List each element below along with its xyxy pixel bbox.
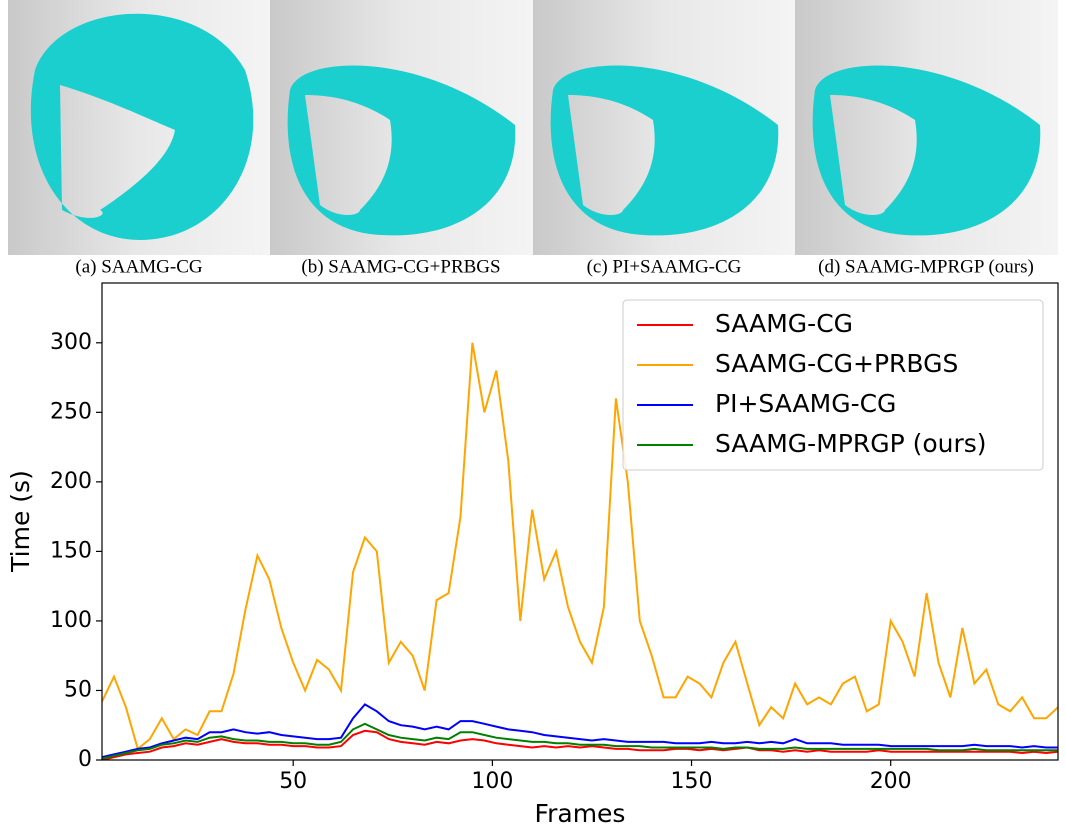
panel-c	[533, 0, 795, 255]
y-tick-label: 0	[78, 747, 92, 772]
x-tick-label: 150	[671, 769, 713, 794]
y-tick-label: 250	[50, 399, 92, 424]
x-tick-label: 100	[471, 769, 513, 794]
y-axis-label: Time (s)	[6, 470, 35, 573]
x-axis-label: Frames	[535, 799, 626, 828]
legend-label: SAAMG-CG	[715, 309, 853, 338]
x-tick-label: 200	[870, 769, 912, 794]
caption: (c) PI+SAAMG-CG	[587, 256, 742, 277]
caption: (a) SAAMG-CG	[75, 256, 202, 277]
panel-b	[270, 0, 533, 255]
y-tick-label: 100	[50, 608, 92, 633]
y-tick-label: 200	[50, 469, 92, 494]
series-line	[102, 724, 1058, 759]
legend-label: SAAMG-MPRGP (ours)	[715, 429, 987, 458]
y-tick-label: 300	[50, 330, 92, 355]
legend-label: SAAMG-CG+PRBGS	[715, 349, 958, 378]
caption: (b) SAAMG-CG+PRBGS	[301, 256, 500, 277]
y-tick-label: 50	[64, 677, 92, 702]
panel-d	[795, 0, 1058, 255]
page: {"panels": [ {"caption": "(a) SAAMG-CG"}…	[0, 0, 1066, 830]
y-tick-label: 150	[50, 538, 92, 563]
x-tick-label: 50	[279, 769, 307, 794]
caption: (d) SAAMG-MPRGP (ours)	[818, 256, 1034, 277]
panel-a	[8, 0, 270, 255]
legend-label: PI+SAAMG-CG	[715, 389, 896, 418]
figure: (a) SAAMG-CG (b) SAAMG-CG+PRBGS (c) PI+S…	[0, 0, 1066, 830]
